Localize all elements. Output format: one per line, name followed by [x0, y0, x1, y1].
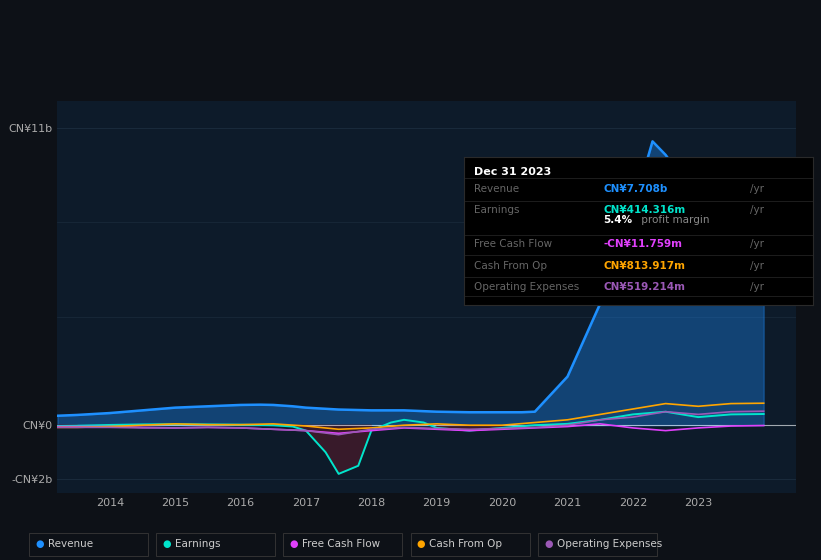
- Text: Operating Expenses: Operating Expenses: [475, 282, 580, 292]
- Text: Free Cash Flow: Free Cash Flow: [475, 239, 553, 249]
- Text: Revenue: Revenue: [48, 539, 93, 549]
- Text: CN¥414.316m: CN¥414.316m: [603, 205, 686, 215]
- Text: ●: ●: [290, 539, 298, 549]
- Text: ●: ●: [417, 539, 425, 549]
- Text: CN¥813.917m: CN¥813.917m: [603, 261, 686, 271]
- Text: ●: ●: [35, 539, 44, 549]
- Text: Earnings: Earnings: [175, 539, 220, 549]
- Text: profit margin: profit margin: [639, 215, 710, 225]
- Text: CN¥7.708b: CN¥7.708b: [603, 184, 667, 194]
- Text: Cash From Op: Cash From Op: [429, 539, 502, 549]
- Text: /yr: /yr: [750, 239, 764, 249]
- Text: Dec 31 2023: Dec 31 2023: [475, 167, 552, 177]
- Text: /yr: /yr: [750, 282, 764, 292]
- Text: Revenue: Revenue: [475, 184, 520, 194]
- Text: ●: ●: [163, 539, 171, 549]
- Text: ●: ●: [544, 539, 553, 549]
- Text: Free Cash Flow: Free Cash Flow: [302, 539, 380, 549]
- Text: CN¥519.214m: CN¥519.214m: [603, 282, 686, 292]
- Text: Cash From Op: Cash From Op: [475, 261, 548, 271]
- Text: Operating Expenses: Operating Expenses: [557, 539, 662, 549]
- Text: /yr: /yr: [750, 261, 764, 271]
- Text: 5.4%: 5.4%: [603, 215, 632, 225]
- Text: -CN¥11.759m: -CN¥11.759m: [603, 239, 682, 249]
- Text: /yr: /yr: [750, 205, 764, 215]
- Text: Earnings: Earnings: [475, 205, 520, 215]
- Text: /yr: /yr: [750, 184, 764, 194]
